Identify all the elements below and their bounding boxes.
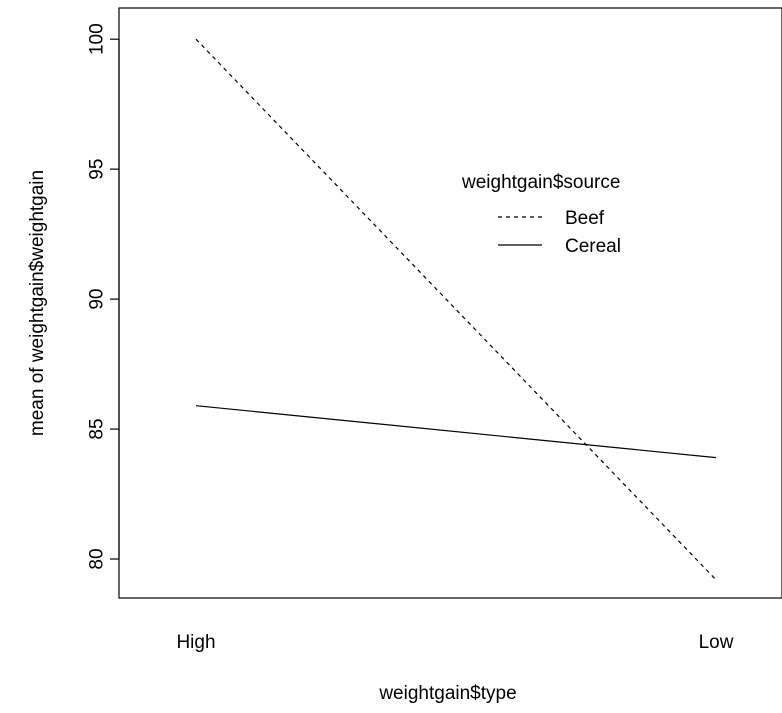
legend-label-beef: Beef	[565, 208, 605, 229]
legend: weightgain$source Beef Cereal	[461, 172, 621, 257]
x-axis-label: weightgain$type	[378, 683, 516, 704]
y-tick-label: 90	[87, 289, 108, 310]
series-line-cereal	[195, 405, 717, 459]
y-tick-label: 100	[87, 23, 108, 55]
x-tick-label-low: Low	[699, 632, 734, 653]
y-axis: 80 85 90 95 100	[87, 23, 120, 570]
y-axis-label: mean of weightgain$weightgain	[27, 170, 48, 436]
y-tick-label: 80	[87, 548, 108, 569]
y-tick-label: 85	[87, 418, 108, 439]
legend-title: weightgain$source	[461, 172, 620, 193]
x-axis: High Low	[176, 632, 733, 653]
series-line-beef	[195, 38, 717, 581]
x-tick-label-high: High	[176, 632, 215, 653]
y-tick-label: 95	[87, 159, 108, 180]
plot-frame	[118, 7, 782, 599]
legend-label-cereal: Cereal	[565, 236, 621, 257]
series-layer	[195, 38, 717, 581]
